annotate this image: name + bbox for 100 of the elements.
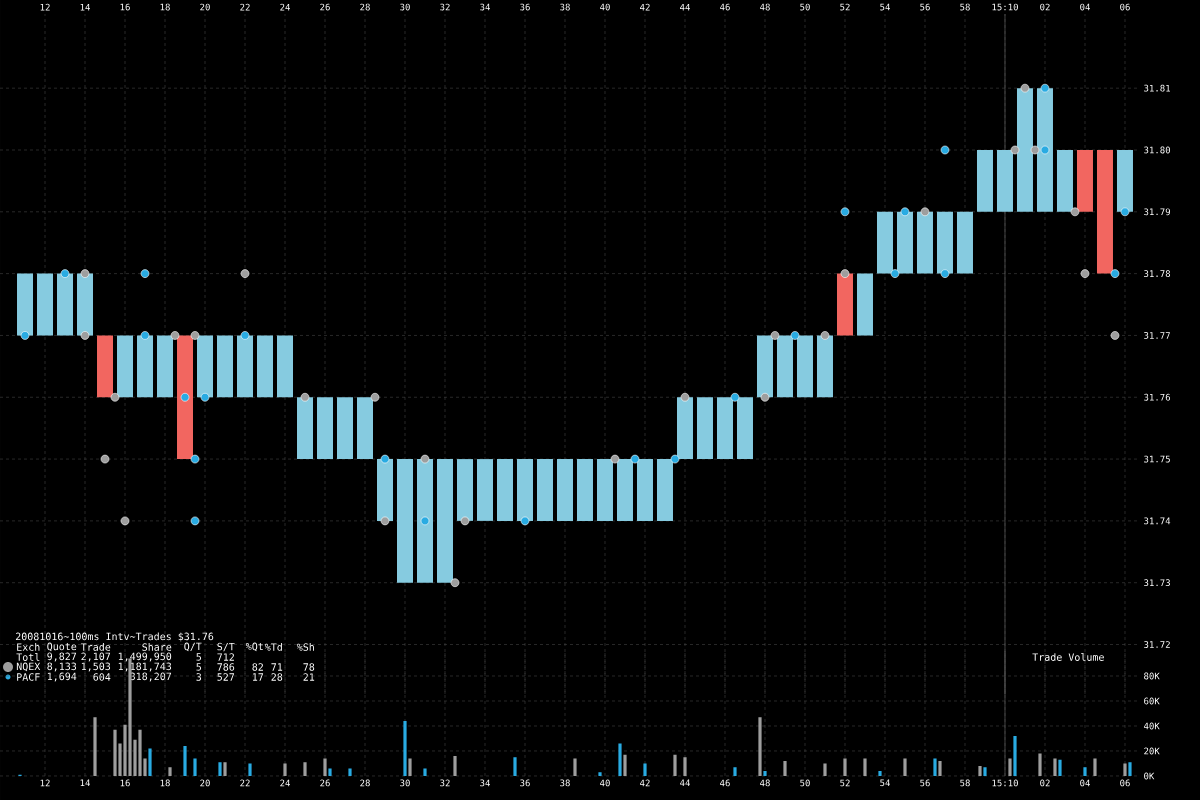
legend-label: PACF bbox=[17, 673, 40, 681]
x-tick-label: 26 bbox=[320, 3, 330, 11]
bar bbox=[577, 459, 593, 521]
annotation: Trade Volume bbox=[1032, 653, 1104, 661]
bar bbox=[317, 397, 333, 460]
x-tick-label: 24 bbox=[280, 3, 290, 11]
point bbox=[140, 269, 150, 278]
x-tick-label: 58 bbox=[960, 3, 970, 11]
x-tick-label: 38 bbox=[560, 779, 570, 787]
point bbox=[200, 392, 210, 402]
point bbox=[820, 331, 830, 340]
x-tick-label: 24 bbox=[280, 779, 290, 787]
x-tick-label: 14 bbox=[80, 3, 90, 11]
point bbox=[840, 207, 850, 217]
x-tick-label: 34 bbox=[480, 3, 490, 11]
x-tick-label: 02 bbox=[1040, 3, 1050, 11]
y-tick-label: 31.76 bbox=[1144, 393, 1171, 401]
bar bbox=[876, 211, 893, 274]
x-tick-label: 42 bbox=[640, 779, 650, 787]
point bbox=[140, 331, 150, 340]
x-tick-label: 54 bbox=[880, 3, 890, 11]
bar bbox=[517, 459, 533, 521]
x-tick-label: 28 bbox=[360, 779, 370, 787]
x-tick-label: 18 bbox=[160, 779, 170, 787]
bar bbox=[597, 459, 613, 521]
bar bbox=[177, 335, 193, 460]
x-tick-label: 12 bbox=[40, 779, 50, 787]
annotation: 82 bbox=[252, 663, 263, 671]
x-tick-label: 26 bbox=[320, 779, 330, 787]
bar bbox=[757, 335, 773, 398]
x-tick-label: 54 bbox=[880, 779, 890, 787]
bar bbox=[916, 211, 933, 274]
legend-label: NQEX bbox=[16, 662, 41, 672]
x-tick-label: 02 bbox=[1040, 779, 1050, 787]
point bbox=[80, 269, 90, 278]
x-tick-label: 16 bbox=[120, 779, 130, 787]
annotation: 1,694 bbox=[47, 672, 77, 682]
annotation: Q/T bbox=[184, 642, 202, 652]
point bbox=[20, 331, 30, 340]
bar bbox=[537, 459, 553, 521]
y-tick-label: 80K bbox=[1144, 672, 1160, 680]
x-tick-label: 48 bbox=[760, 779, 770, 787]
y-tick-label: 31.80 bbox=[1144, 146, 1171, 154]
annotation: Share bbox=[142, 643, 172, 651]
bar bbox=[137, 335, 154, 398]
x-tick-label: 48 bbox=[760, 3, 770, 11]
annotation: 712 bbox=[217, 653, 234, 661]
bar bbox=[557, 459, 573, 521]
annotation: Totl bbox=[16, 653, 40, 661]
x-tick-label: 04 bbox=[1080, 3, 1090, 11]
x-tick-label: 50 bbox=[800, 779, 810, 787]
bar bbox=[956, 211, 973, 274]
x-tick-label: 16 bbox=[120, 3, 130, 11]
bar bbox=[816, 335, 833, 398]
bar bbox=[1096, 149, 1113, 274]
bar bbox=[57, 273, 74, 336]
y-tick-label: 60K bbox=[1144, 697, 1160, 705]
bar bbox=[617, 459, 633, 521]
x-tick-label: 06 bbox=[1120, 779, 1130, 787]
x-tick-label: 52 bbox=[840, 3, 850, 11]
x-tick-label: 34 bbox=[480, 779, 490, 787]
point bbox=[460, 516, 470, 526]
bar bbox=[697, 397, 713, 460]
point bbox=[1040, 83, 1050, 93]
point bbox=[840, 269, 850, 278]
point bbox=[300, 392, 310, 402]
x-tick-label: 56 bbox=[920, 3, 930, 11]
x-tick-label: 46 bbox=[720, 779, 730, 787]
annotation: 28 bbox=[271, 673, 283, 681]
point bbox=[420, 454, 430, 464]
bar bbox=[457, 459, 473, 521]
bar bbox=[996, 149, 1013, 212]
x-tick-label: 58 bbox=[960, 779, 970, 787]
bar bbox=[796, 335, 813, 398]
bar bbox=[17, 273, 34, 336]
annotation: 786 bbox=[217, 663, 235, 671]
x-tick-label: 12 bbox=[40, 3, 50, 11]
annotation: 318,207 bbox=[130, 672, 172, 682]
x-tick-label: 44 bbox=[680, 779, 690, 787]
x-tick-label: 20 bbox=[200, 3, 210, 11]
y-tick-label: 31.74 bbox=[1144, 517, 1171, 525]
bar bbox=[836, 273, 853, 336]
y-tick-label: 31.79 bbox=[1144, 208, 1171, 216]
point bbox=[100, 454, 110, 464]
annotation: 5 bbox=[196, 653, 202, 661]
point bbox=[180, 392, 190, 402]
bar bbox=[477, 459, 493, 521]
point bbox=[520, 516, 530, 526]
bar bbox=[117, 335, 134, 398]
bar bbox=[77, 273, 94, 336]
x-tick-label: 15:10 bbox=[992, 3, 1018, 11]
bar bbox=[277, 335, 293, 398]
x-tick-label: 46 bbox=[720, 3, 730, 11]
x-tick-label: 50 bbox=[800, 3, 810, 11]
annotation: 1,499,950 bbox=[118, 652, 172, 662]
annotation: %Qt bbox=[245, 642, 263, 652]
x-tick-label: 20 bbox=[200, 779, 210, 787]
bar bbox=[197, 335, 213, 398]
point bbox=[380, 516, 390, 526]
x-tick-label: 22 bbox=[240, 779, 250, 787]
